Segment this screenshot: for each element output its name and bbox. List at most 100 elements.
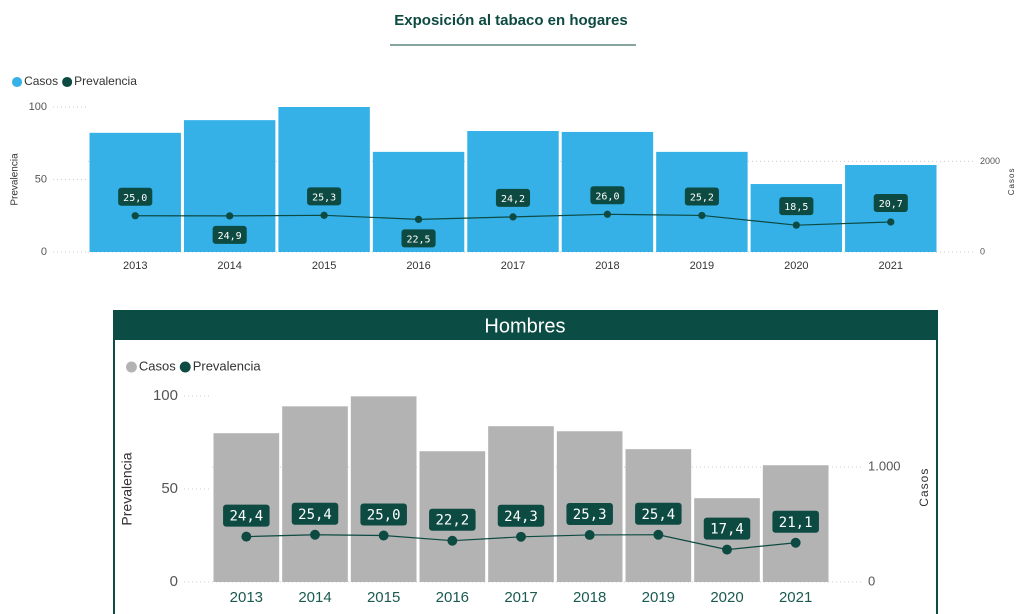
data-label: 22,5 [407,234,431,245]
point [447,535,458,546]
data-label: 25,3 [573,507,607,523]
data-label-box [118,187,153,206]
data-label: 26,0 [595,191,619,202]
data-label: 20,7 [879,199,903,210]
data-label: 25,0 [123,193,147,204]
bar [750,184,843,252]
data-label: 25,2 [690,192,714,203]
point [320,211,328,219]
point [516,531,526,542]
x-tick-label: 2019 [690,260,714,272]
data-label: 25,4 [298,507,332,523]
data-label-box [635,502,682,525]
y2-axis-title: Casos [1007,168,1016,196]
point [653,529,664,540]
x-tick-label: 2017 [504,589,537,606]
data-label: 24,4 [229,509,263,525]
data-label: 18,5 [784,202,808,213]
y2-tick-label: 0 [868,573,875,588]
data-label-box [779,197,814,216]
x-tick-label: 2021 [879,260,903,272]
data-label: 17,4 [710,522,744,538]
point [414,215,423,224]
y-axis-title: Prevalencia [119,452,135,525]
data-label-box [703,517,751,540]
data-label: 25,3 [312,192,336,203]
panel-header [114,311,937,340]
y2-axis-title: Casos [917,468,931,507]
y2-tick-label: 1.000 [868,459,901,474]
y-axis-title: Prevalencia [10,153,21,206]
page-title: Exposición al tabaco en hogares [394,12,627,29]
x-tick-label: 2015 [312,260,336,272]
point [378,530,389,541]
x-tick-label: 2013 [123,260,147,272]
x-tick-label: 2013 [230,589,263,606]
point [226,212,234,220]
panel-title: Hombres [484,315,565,337]
y-tick-label: 100 [29,101,47,113]
data-label-box [429,508,476,531]
point [241,531,252,542]
x-tick-label: 2016 [406,260,430,272]
legend-label: Prevalencia [193,358,262,373]
y-tick-label: 50 [161,480,178,497]
data-label-box [497,504,545,527]
point [792,221,800,229]
point [131,212,139,220]
x-tick-label: 2017 [501,260,525,272]
data-label-box [307,187,342,206]
data-label: 21,1 [779,515,813,531]
x-tick-label: 2020 [710,589,743,606]
y2-tick-label: 2000 [980,156,1000,166]
x-tick-label: 2020 [784,260,808,272]
point [698,211,706,220]
point [790,537,801,548]
data-label: 25,0 [367,508,401,524]
x-tick-label: 2016 [436,589,469,606]
data-label-box [772,510,819,533]
bar [488,426,554,582]
x-tick-label: 2014 [298,589,331,606]
y-tick-label: 0 [170,573,178,590]
bar [282,406,348,582]
point [509,213,517,221]
x-tick-label: 2019 [642,589,675,606]
point [310,529,320,540]
x-tick-label: 2015 [367,589,400,606]
data-label-box [360,503,407,526]
data-label-box [566,502,613,525]
x-tick-label: 2018 [573,589,606,606]
x-tick-label: 2018 [595,260,619,272]
legend-label: Casos [24,74,58,88]
bar [350,396,417,582]
point [722,544,732,555]
data-label-box [873,193,908,212]
data-label: 24,3 [504,509,538,525]
y-tick-label: 50 [35,173,47,185]
data-label-box [495,188,531,207]
bar [694,498,760,582]
legend-marker [179,361,191,373]
data-label: 22,2 [435,513,469,529]
data-label-box [223,504,270,527]
y2-tick-label: 0 [980,246,985,256]
legend-label: Casos [139,358,176,373]
legend-label: Prevalencia [74,74,137,88]
data-label: 24,2 [501,194,525,205]
x-tick-label: 2021 [779,589,812,606]
data-label: 25,4 [641,507,675,523]
legend-marker [126,361,137,373]
point [603,210,612,218]
x-tick-label: 2014 [217,260,241,272]
legend-marker [12,76,23,88]
point [584,529,595,540]
data-label-box [212,225,247,244]
y-tick-label: 100 [153,387,178,404]
data-label: 24,9 [218,231,242,242]
data-label-box [590,186,625,205]
data-label-box [401,229,436,248]
bar [278,107,370,252]
legend-marker [62,76,73,88]
